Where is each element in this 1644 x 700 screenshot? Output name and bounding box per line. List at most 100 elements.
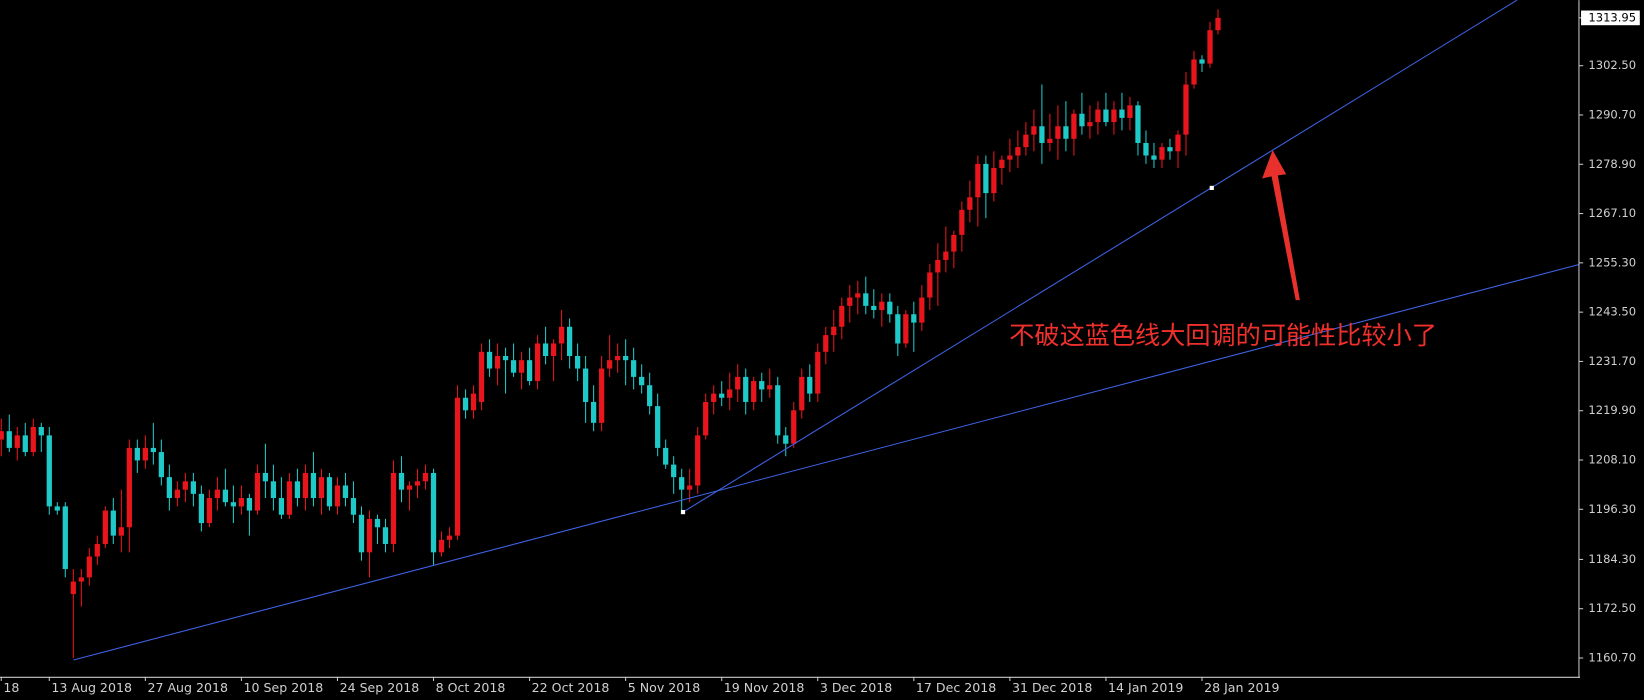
candle-body: [118, 527, 124, 536]
candles: [0, 9, 1221, 659]
candle-body: [366, 518, 373, 553]
candle-body: [967, 197, 973, 210]
candle-body: [558, 326, 565, 344]
y-tick-label: 1278.90: [1588, 157, 1636, 171]
y-tick-label: 1243.50: [1588, 305, 1636, 319]
candle-body: [150, 447, 156, 453]
trendline-anchor: [1209, 185, 1214, 191]
candle-body: [254, 472, 261, 511]
candle-body: [454, 397, 461, 536]
candle-body: [807, 376, 813, 394]
candle-body: [398, 472, 405, 490]
candle-body: [887, 301, 893, 315]
x-tick-label: 28 Jan 2019: [1204, 680, 1279, 695]
candle-body: [1183, 84, 1189, 135]
x-tick-label: 31 Dec 2018: [1012, 680, 1092, 695]
candle-body: [831, 326, 837, 336]
candle-body: [286, 481, 293, 515]
candle-body: [911, 314, 917, 323]
candle-body: [246, 498, 253, 511]
candle-body: [615, 356, 621, 361]
candle-body: [574, 356, 581, 369]
candle-body: [318, 477, 325, 499]
candle-body: [1023, 134, 1029, 148]
candle-body: [695, 435, 701, 486]
candle-body: [943, 251, 949, 260]
candle-body: [6, 431, 12, 448]
candle-body: [671, 464, 677, 478]
candle-body: [999, 159, 1005, 169]
candle-body: [390, 472, 397, 544]
candle-body: [190, 481, 197, 494]
annotation: 不破这蓝色线大回调的可能性比较小了: [1009, 321, 1437, 350]
candle-body: [1055, 126, 1061, 139]
candle-body: [823, 335, 829, 352]
candle-body: [126, 447, 132, 528]
candle-body: [334, 485, 341, 507]
candle-body: [1111, 109, 1117, 123]
candle-body: [0, 431, 4, 440]
candle-body: [591, 401, 597, 423]
candle-body: [927, 272, 933, 298]
candle-body: [1039, 126, 1045, 143]
candle-body: [1215, 17, 1221, 31]
candle-body: [62, 506, 68, 570]
candle-body: [855, 293, 861, 298]
candle-body: [46, 435, 52, 507]
candle-body: [502, 356, 509, 361]
candle-body: [1159, 147, 1165, 160]
candle-body: [582, 368, 589, 402]
y-tick-label: 1231.70: [1588, 354, 1636, 368]
candle-body: [142, 447, 148, 461]
x-tick-label: 27 Aug 2018: [147, 680, 228, 695]
y-tick-label: 1267.10: [1588, 206, 1636, 220]
candle-body: [871, 305, 877, 311]
candle-body: [54, 506, 60, 511]
candle-body: [206, 498, 213, 524]
y-tick-label: 1160.70: [1588, 651, 1636, 665]
candle-body: [182, 481, 188, 490]
candle-body: [951, 234, 957, 252]
candle-body: [759, 381, 765, 390]
candle-body: [719, 393, 725, 398]
candle-body: [743, 376, 749, 402]
candle-body: [94, 543, 100, 557]
candle-body: [478, 351, 485, 402]
candle-body: [599, 368, 605, 423]
candle-body: [422, 472, 429, 482]
candle-body: [566, 326, 573, 357]
candle-body: [791, 410, 797, 444]
candle-body: [1015, 147, 1021, 156]
candle-body: [879, 301, 885, 311]
candle-body: [174, 489, 180, 499]
candle-body: [1071, 113, 1077, 139]
candle-body: [1031, 126, 1037, 135]
x-tick-label: 14 Jan 2019: [1108, 680, 1183, 695]
candle-body: [711, 393, 717, 402]
candle-body: [727, 389, 733, 398]
candle-body: [14, 435, 20, 448]
candle-body: [526, 360, 533, 382]
candle-body: [1167, 147, 1173, 152]
candle-body: [919, 297, 925, 323]
candle-body: [278, 498, 285, 515]
candle-body: [102, 510, 108, 544]
candle-body: [494, 356, 501, 369]
annotation-arrow: [1262, 150, 1300, 301]
candle-body: [647, 385, 653, 407]
candle-body: [222, 489, 229, 503]
trendline-anchor: [680, 509, 686, 515]
y-tick-label: 1196.30: [1588, 502, 1636, 516]
candle-body: [382, 527, 389, 544]
candle-body: [1063, 126, 1069, 139]
candle-body: [783, 435, 789, 444]
candle-body: [1143, 142, 1149, 156]
trendline: [73, 263, 1580, 661]
candle-body: [262, 472, 269, 482]
candle-body: [959, 209, 965, 235]
x-tick-label: 22 Oct 2018: [532, 680, 610, 695]
candle-body: [863, 293, 869, 306]
